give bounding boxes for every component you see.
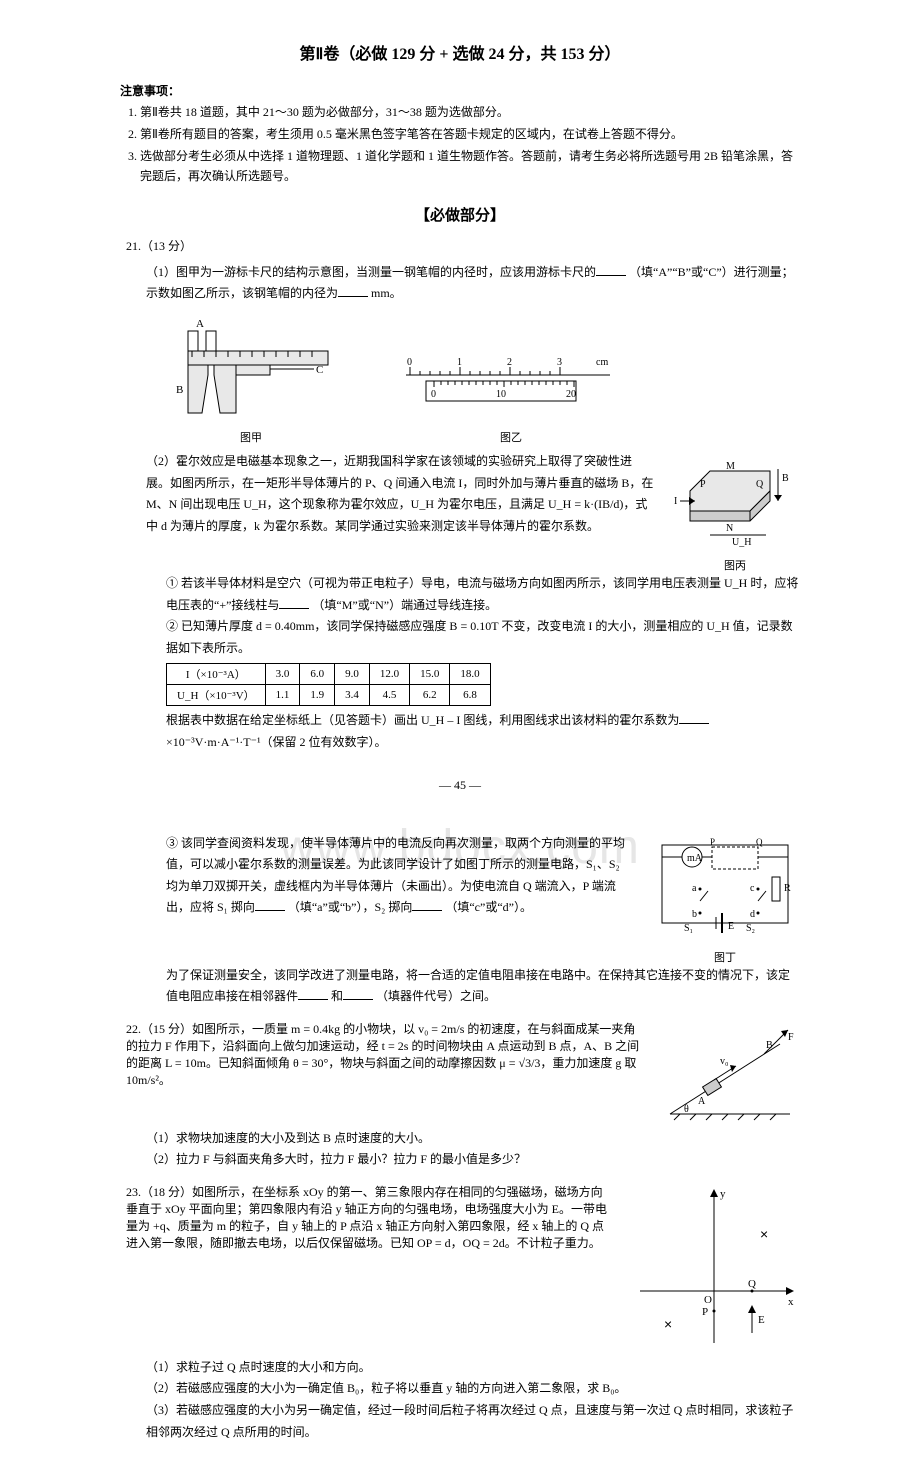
svg-text:B: B <box>176 384 183 396</box>
q22-s2: （2）拉力 F 与斜面夹角多大时，拉力 F 最小？拉力 F 的最小值是多少？ <box>126 1149 800 1171</box>
svg-text:U_H: U_H <box>732 537 751 548</box>
svg-text:I: I <box>674 496 677 507</box>
svg-text:y: y <box>720 1188 726 1200</box>
svg-text:Q: Q <box>756 479 764 490</box>
page-number-45: — 45 — <box>120 778 800 793</box>
q21-p2-item2b: 根据表中数据在给定坐标纸上（见答题卡）画出 U_H – I 图线，利用图线求出该… <box>166 713 679 727</box>
hall-data-table: I（×10⁻³A） 3.0 6.0 9.0 12.0 15.0 18.0 U_H… <box>166 663 491 706</box>
q21-p2-item2c: ×10⁻³V·m·A⁻¹·T⁻¹（保留 2 位有效数字）。 <box>166 735 387 749</box>
table-row: I（×10⁻³A） <box>167 664 266 685</box>
q21-p2-text: （2）霍尔效应是电磁基本现象之一，近期我国科学家在该领域的实验研究上取得了突破性… <box>146 454 653 533</box>
svg-text:3: 3 <box>557 357 562 368</box>
svg-text:2: 2 <box>507 357 512 368</box>
question-23: 23.（18 分）如图所示，在坐标系 xOy 的第一、第三象限内存在相同的匀强磁… <box>120 1183 800 1443</box>
svg-text:P: P <box>710 837 715 847</box>
table-row: 3.0 <box>265 664 300 685</box>
q21-p2-item2a: ② 已知薄片厚度 d = 0.40mm，该同学保持磁感应强度 B = 0.10T… <box>126 616 800 659</box>
q23-label: 23.（18 分）如图所示，在坐标系 xOy 的第一、第三象限内存在相同的匀强磁… <box>126 1185 607 1250</box>
incline-icon: A B θ v₀ F <box>660 1024 800 1124</box>
table-row: 18.0 <box>450 664 490 685</box>
notice-heading: 注意事项： <box>120 82 800 99</box>
table-row: 9.0 <box>335 664 370 685</box>
table-row: 15.0 <box>410 664 450 685</box>
svg-text:N: N <box>726 523 733 534</box>
fig-a-label: 图甲 <box>166 429 336 445</box>
q21b-p3b: （填“a”或“b”），S₂ 掷向 <box>288 900 413 914</box>
svg-text:F: F <box>788 1032 794 1043</box>
question-22: 22.（15 分）如图所示，一质量 m = 0.4kg 的小物块，以 v₀ = … <box>120 1020 800 1171</box>
vernier-scale-icon: 0 1 2 3 cm <box>396 353 626 423</box>
svg-text:a: a <box>692 883 697 894</box>
question-21-cont: ③ 该同学查阅资料发现，使半导体薄片中的电流反向再次测量，取两个方向测量的平均值… <box>120 833 800 1008</box>
q22-s1: （1）求物块加速度的大小及到达 B 点时速度的大小。 <box>126 1128 800 1150</box>
svg-text:S₂: S₂ <box>746 923 755 934</box>
svg-text:A: A <box>196 318 204 330</box>
table-row: U_H（×10⁻³V） <box>167 685 266 706</box>
q21-label: 21.（13 分） <box>126 237 800 254</box>
volume-title: 第Ⅱ卷（必做 129 分 + 选做 24 分，共 153 分） <box>120 40 800 64</box>
svg-text:0: 0 <box>431 389 436 400</box>
svg-text:E: E <box>758 1314 765 1326</box>
table-row: 1.1 <box>265 685 300 706</box>
circuit-d-icon: mA P Q R a c b d <box>650 833 800 943</box>
svg-text:c: c <box>750 883 755 894</box>
q21-p1-unit: mm。 <box>371 286 402 300</box>
q21-p1-text: （1）图甲为一游标卡尺的结构示意图，当测量一钢笔帽的内径时，应该用游标卡尺的 <box>146 265 596 279</box>
svg-text:S₁: S₁ <box>684 923 693 934</box>
caliper-icon: A B <box>166 313 336 423</box>
caliper-figures: A B <box>166 313 800 445</box>
svg-text:20: 20 <box>566 389 576 400</box>
coord-field-icon: y x O × × P Q <box>630 1183 800 1353</box>
q21b-p3f: （填器件代号）之间。 <box>376 989 496 1003</box>
svg-text:mA: mA <box>687 853 703 864</box>
svg-text:P: P <box>702 1306 708 1318</box>
svg-text:v₀: v₀ <box>720 1056 729 1067</box>
q23-s3: （3）若磁感应强度的大小为另一确定值，经过一段时间后粒子将再次经过 Q 点，且速… <box>126 1400 800 1443</box>
table-row: 6.0 <box>300 664 335 685</box>
notice-item: 第Ⅱ卷共 18 道题，其中 21～30 题为必做部分，31～38 题为选做部分。 <box>140 103 800 122</box>
svg-text:1: 1 <box>457 357 462 368</box>
svg-text:cm: cm <box>596 357 608 368</box>
q23-s2: （2）若磁感应强度的大小为一确定值 B₀，粒子将以垂直 y 轴的方向进入第二象限… <box>126 1378 800 1400</box>
question-21: 21.（13 分） （1）图甲为一游标卡尺的结构示意图，当测量一钢笔帽的内径时，… <box>120 237 800 754</box>
table-row: 6.8 <box>450 685 490 706</box>
svg-text:d: d <box>750 909 755 920</box>
q23-s1: （1）求粒子过 Q 点时速度的大小和方向。 <box>126 1357 800 1379</box>
svg-text:M: M <box>726 461 735 472</box>
section-required-label: 【必做部分】 <box>120 204 800 225</box>
notice-item: 选做部分考生必须从中选择 1 道物理题、1 道化学题和 1 道生物题作答。答题前… <box>140 147 800 185</box>
table-row: 3.4 <box>335 685 370 706</box>
svg-text:P: P <box>700 479 706 490</box>
table-row: 6.2 <box>410 685 450 706</box>
svg-text:C: C <box>316 364 323 376</box>
svg-text:×: × <box>664 1316 672 1332</box>
fig-d-label: 图丁 <box>650 949 800 965</box>
table-row: 1.9 <box>300 685 335 706</box>
q21b-p3c: （填“c”或“d”）。 <box>445 900 532 914</box>
svg-text:10: 10 <box>496 389 506 400</box>
fig-c-label: 图丙 <box>670 557 800 573</box>
svg-text:A: A <box>698 1096 706 1107</box>
svg-text:×: × <box>760 1226 768 1242</box>
svg-text:b: b <box>692 909 697 920</box>
q22-label: 22.（15 分）如图所示，一质量 m = 0.4kg 的小物块，以 v₀ = … <box>126 1022 639 1087</box>
table-row: 4.5 <box>369 685 409 706</box>
notice-item: 第Ⅱ卷所有题目的答案，考生须用 0.5 毫米黑色签字笔答在答题卡规定的区域内，在… <box>140 125 800 144</box>
svg-text:θ: θ <box>684 1104 689 1115</box>
hall-chip-icon: P Q M N B I U_H <box>670 451 800 551</box>
q21-p2-item1b: （填“M”或“N”）端通过导线连接。 <box>312 598 497 612</box>
q21b-p3e: 和 <box>331 989 343 1003</box>
svg-text:R: R <box>784 883 791 894</box>
svg-text:Q: Q <box>756 837 763 847</box>
table-row: 12.0 <box>369 664 409 685</box>
fig-b-label: 图乙 <box>396 429 626 445</box>
svg-text:B: B <box>782 473 789 484</box>
svg-text:Q: Q <box>748 1278 756 1290</box>
notice-block: 注意事项： 第Ⅱ卷共 18 道题，其中 21～30 题为必做部分，31～38 题… <box>120 82 800 186</box>
svg-text:0: 0 <box>407 357 412 368</box>
svg-text:O: O <box>704 1294 712 1306</box>
